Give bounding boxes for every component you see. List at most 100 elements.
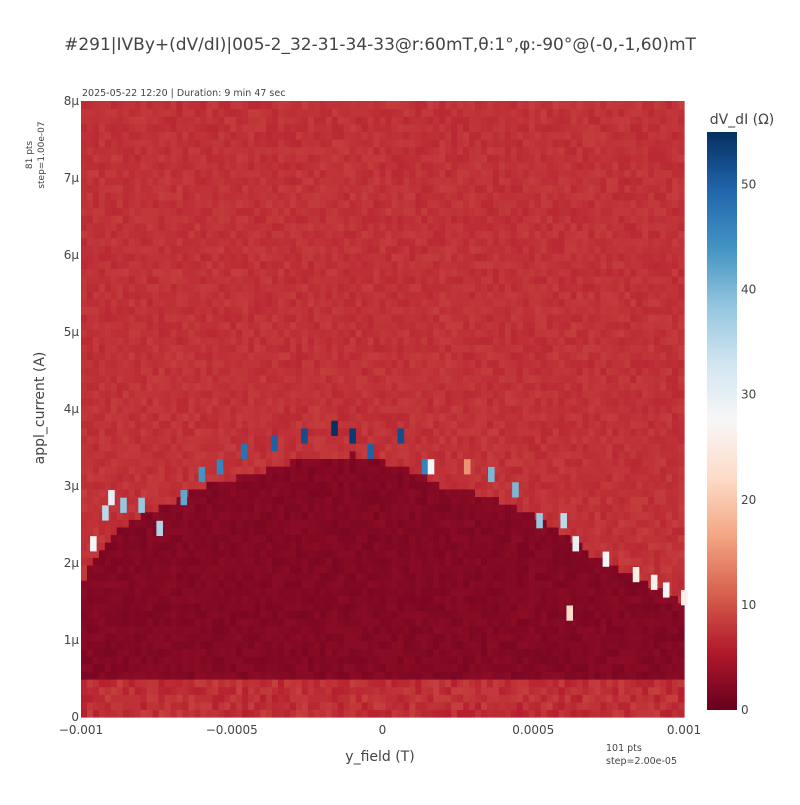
heatmap-cell xyxy=(236,534,243,543)
heatmap-cell xyxy=(164,397,172,406)
heatmap-cell xyxy=(146,108,154,117)
heatmap-cell xyxy=(295,557,303,566)
heatmap-cell xyxy=(403,374,410,383)
heatmap-cell xyxy=(104,131,112,140)
heatmap-cell xyxy=(349,557,357,566)
heatmap-cell xyxy=(104,275,112,285)
heatmap-cell xyxy=(248,260,255,269)
heatmap-cell xyxy=(176,458,184,467)
heatmap-cell xyxy=(122,534,130,543)
heatmap-cell xyxy=(397,260,404,269)
heatmap-cell xyxy=(313,580,321,589)
heatmap-cell xyxy=(427,534,434,543)
heatmap-cell xyxy=(373,321,381,330)
heatmap-cell xyxy=(349,496,357,505)
heatmap-cell xyxy=(367,564,375,574)
heatmap-cell xyxy=(391,648,399,657)
heatmap-cell xyxy=(224,237,231,247)
heatmap-cell xyxy=(188,253,196,262)
heatmap-cell xyxy=(248,139,255,148)
heatmap-cell xyxy=(367,602,375,612)
heatmap-cell xyxy=(361,511,369,520)
heatmap-cell xyxy=(98,595,106,604)
heatmap-cell xyxy=(415,648,422,657)
heatmap-cell xyxy=(248,215,255,224)
heatmap-cell xyxy=(146,306,154,315)
heatmap-cell xyxy=(361,678,369,688)
heatmap-cell xyxy=(152,458,160,467)
heatmap-cell xyxy=(385,663,393,672)
heatmap-cell xyxy=(212,663,219,672)
heatmap-cell xyxy=(86,101,94,110)
heatmap-cell xyxy=(385,199,393,209)
heatmap-cell xyxy=(206,389,213,399)
heatmap-cell xyxy=(415,564,422,574)
heatmap-cell xyxy=(254,291,261,300)
heatmap-cell xyxy=(122,161,130,171)
heatmap-cell xyxy=(355,222,363,231)
heatmap-cell xyxy=(140,640,148,650)
heatmap-cell xyxy=(272,633,279,642)
heatmap-cell xyxy=(212,351,219,361)
heatmap-cell xyxy=(158,131,166,140)
heatmap-cell xyxy=(439,610,446,619)
heatmap-cell xyxy=(122,678,130,688)
heatmap-cell xyxy=(307,488,315,498)
heatmap-cell xyxy=(158,481,166,490)
heatmap-cell xyxy=(361,306,369,315)
heatmap-cell xyxy=(218,534,225,543)
heatmap-cell xyxy=(313,169,321,178)
heatmap-cell xyxy=(439,131,446,140)
heatmap-cell xyxy=(81,625,88,634)
heatmap-cell xyxy=(182,207,190,216)
heatmap-cell xyxy=(224,253,231,262)
heatmap-cell xyxy=(391,625,399,634)
heatmap-cell xyxy=(421,435,428,444)
heatmap-cell xyxy=(319,466,327,475)
heatmap-cell xyxy=(116,351,124,361)
heatmap-cell xyxy=(81,253,88,262)
heatmap-cell xyxy=(206,473,213,482)
heatmap-cell xyxy=(254,542,261,551)
heatmap-cell xyxy=(266,633,273,642)
heatmap-cell xyxy=(218,101,225,110)
heatmap-cell xyxy=(248,557,255,566)
heatmap-cell xyxy=(188,678,196,688)
heatmap-cell xyxy=(445,663,452,672)
heatmap-cell xyxy=(349,618,357,627)
heatmap-cell xyxy=(272,344,279,353)
heatmap-cell xyxy=(116,420,124,429)
heatmap-cell xyxy=(158,671,166,680)
heatmap-cell xyxy=(313,694,321,703)
heatmap-cell xyxy=(325,139,333,148)
heatmap-cell xyxy=(146,481,154,490)
heatmap-cell xyxy=(242,260,249,269)
heatmap-cell xyxy=(266,572,273,581)
heatmap-cell xyxy=(301,534,309,543)
heatmap-cell xyxy=(331,504,339,513)
heatmap-cell xyxy=(116,511,124,520)
heatmap-cell xyxy=(337,313,345,323)
heatmap-cell xyxy=(367,595,375,604)
heatmap-cell xyxy=(278,488,285,498)
heatmap-cell xyxy=(295,595,303,604)
heatmap-cell xyxy=(349,686,357,695)
heatmap-cell xyxy=(86,633,94,642)
heatmap-cell xyxy=(397,397,404,406)
heatmap-cell xyxy=(433,473,440,482)
heatmap-cell xyxy=(116,405,124,414)
heatmap-cell xyxy=(421,321,428,330)
heatmap-cell xyxy=(373,116,381,125)
heatmap-cell xyxy=(254,488,261,498)
heatmap-cell xyxy=(200,450,207,460)
heatmap-cell xyxy=(391,253,399,262)
heatmap-cell xyxy=(176,123,184,133)
heatmap-cell xyxy=(134,237,142,247)
heatmap-cell xyxy=(403,428,410,437)
heatmap-cell xyxy=(331,618,339,627)
heatmap-cell xyxy=(92,618,100,627)
heatmap-cell xyxy=(289,199,297,209)
heatmap-cell xyxy=(152,245,160,254)
heatmap-cell xyxy=(439,572,446,581)
heatmap-cell xyxy=(146,587,154,596)
